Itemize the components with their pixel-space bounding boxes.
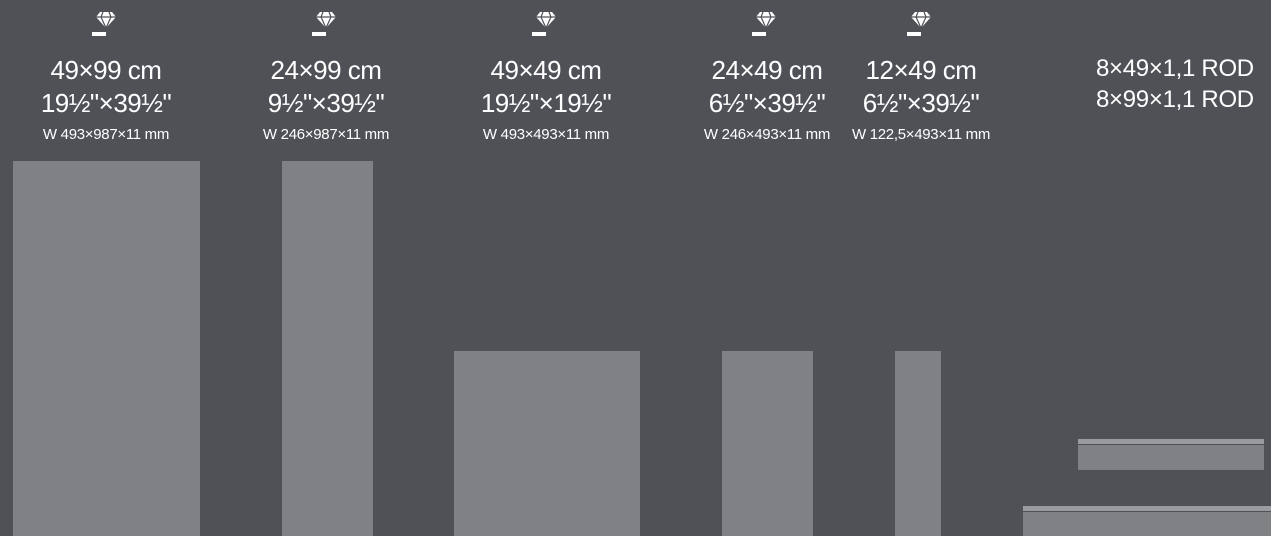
- tile-swatch-24x99: [282, 161, 373, 536]
- format-inch-label: 6½"×39½": [708, 88, 826, 118]
- tile-swatch-49x99: [13, 161, 200, 536]
- rod-swatch-99: [1023, 512, 1271, 536]
- tile-swatch-49x49: [454, 351, 640, 536]
- format-cm-label: 49×99 cm: [50, 55, 162, 85]
- format-mm-label: W 246×493×11 mm: [703, 126, 831, 143]
- format-inch-label: 19½"×19½": [480, 88, 612, 118]
- rod-swatch-49: [1078, 445, 1264, 470]
- format-cm-label: 24×99 cm: [270, 55, 382, 85]
- diamond-on-stand-icon: [310, 8, 342, 38]
- rod-swatch-99-top-edge: [1023, 506, 1271, 511]
- format-inch-label: 19½"×39½": [40, 88, 172, 118]
- format-cm-label: 12×49 cm: [865, 55, 977, 85]
- rod-swatch-49-top-edge: [1078, 439, 1264, 444]
- format-mm-label: W 122,5×493×11 mm: [851, 126, 991, 143]
- tile-swatch-12x49: [895, 351, 941, 536]
- diamond-on-stand-icon: [905, 8, 937, 38]
- format-cm-label: 49×49 cm: [490, 55, 602, 85]
- diamond-on-stand-icon: [530, 8, 562, 38]
- format-inch-label: 9½"×39½": [267, 88, 385, 118]
- diamond-on-stand-icon: [90, 8, 122, 38]
- format-inch-label: 6½"×39½": [862, 88, 980, 118]
- rod-label-49: 8×49×1,1 ROD: [1096, 55, 1254, 82]
- format-mm-label: W 493×987×11 mm: [42, 126, 170, 143]
- format-mm-label: W 493×493×11 mm: [482, 126, 610, 143]
- rod-label-99: 8×99×1,1 ROD: [1096, 86, 1254, 113]
- format-mm-label: W 246×987×11 mm: [262, 126, 390, 143]
- diamond-on-stand-icon: [750, 8, 782, 38]
- tile-swatch-24x49: [722, 351, 813, 536]
- format-cm-label: 24×49 cm: [711, 55, 823, 85]
